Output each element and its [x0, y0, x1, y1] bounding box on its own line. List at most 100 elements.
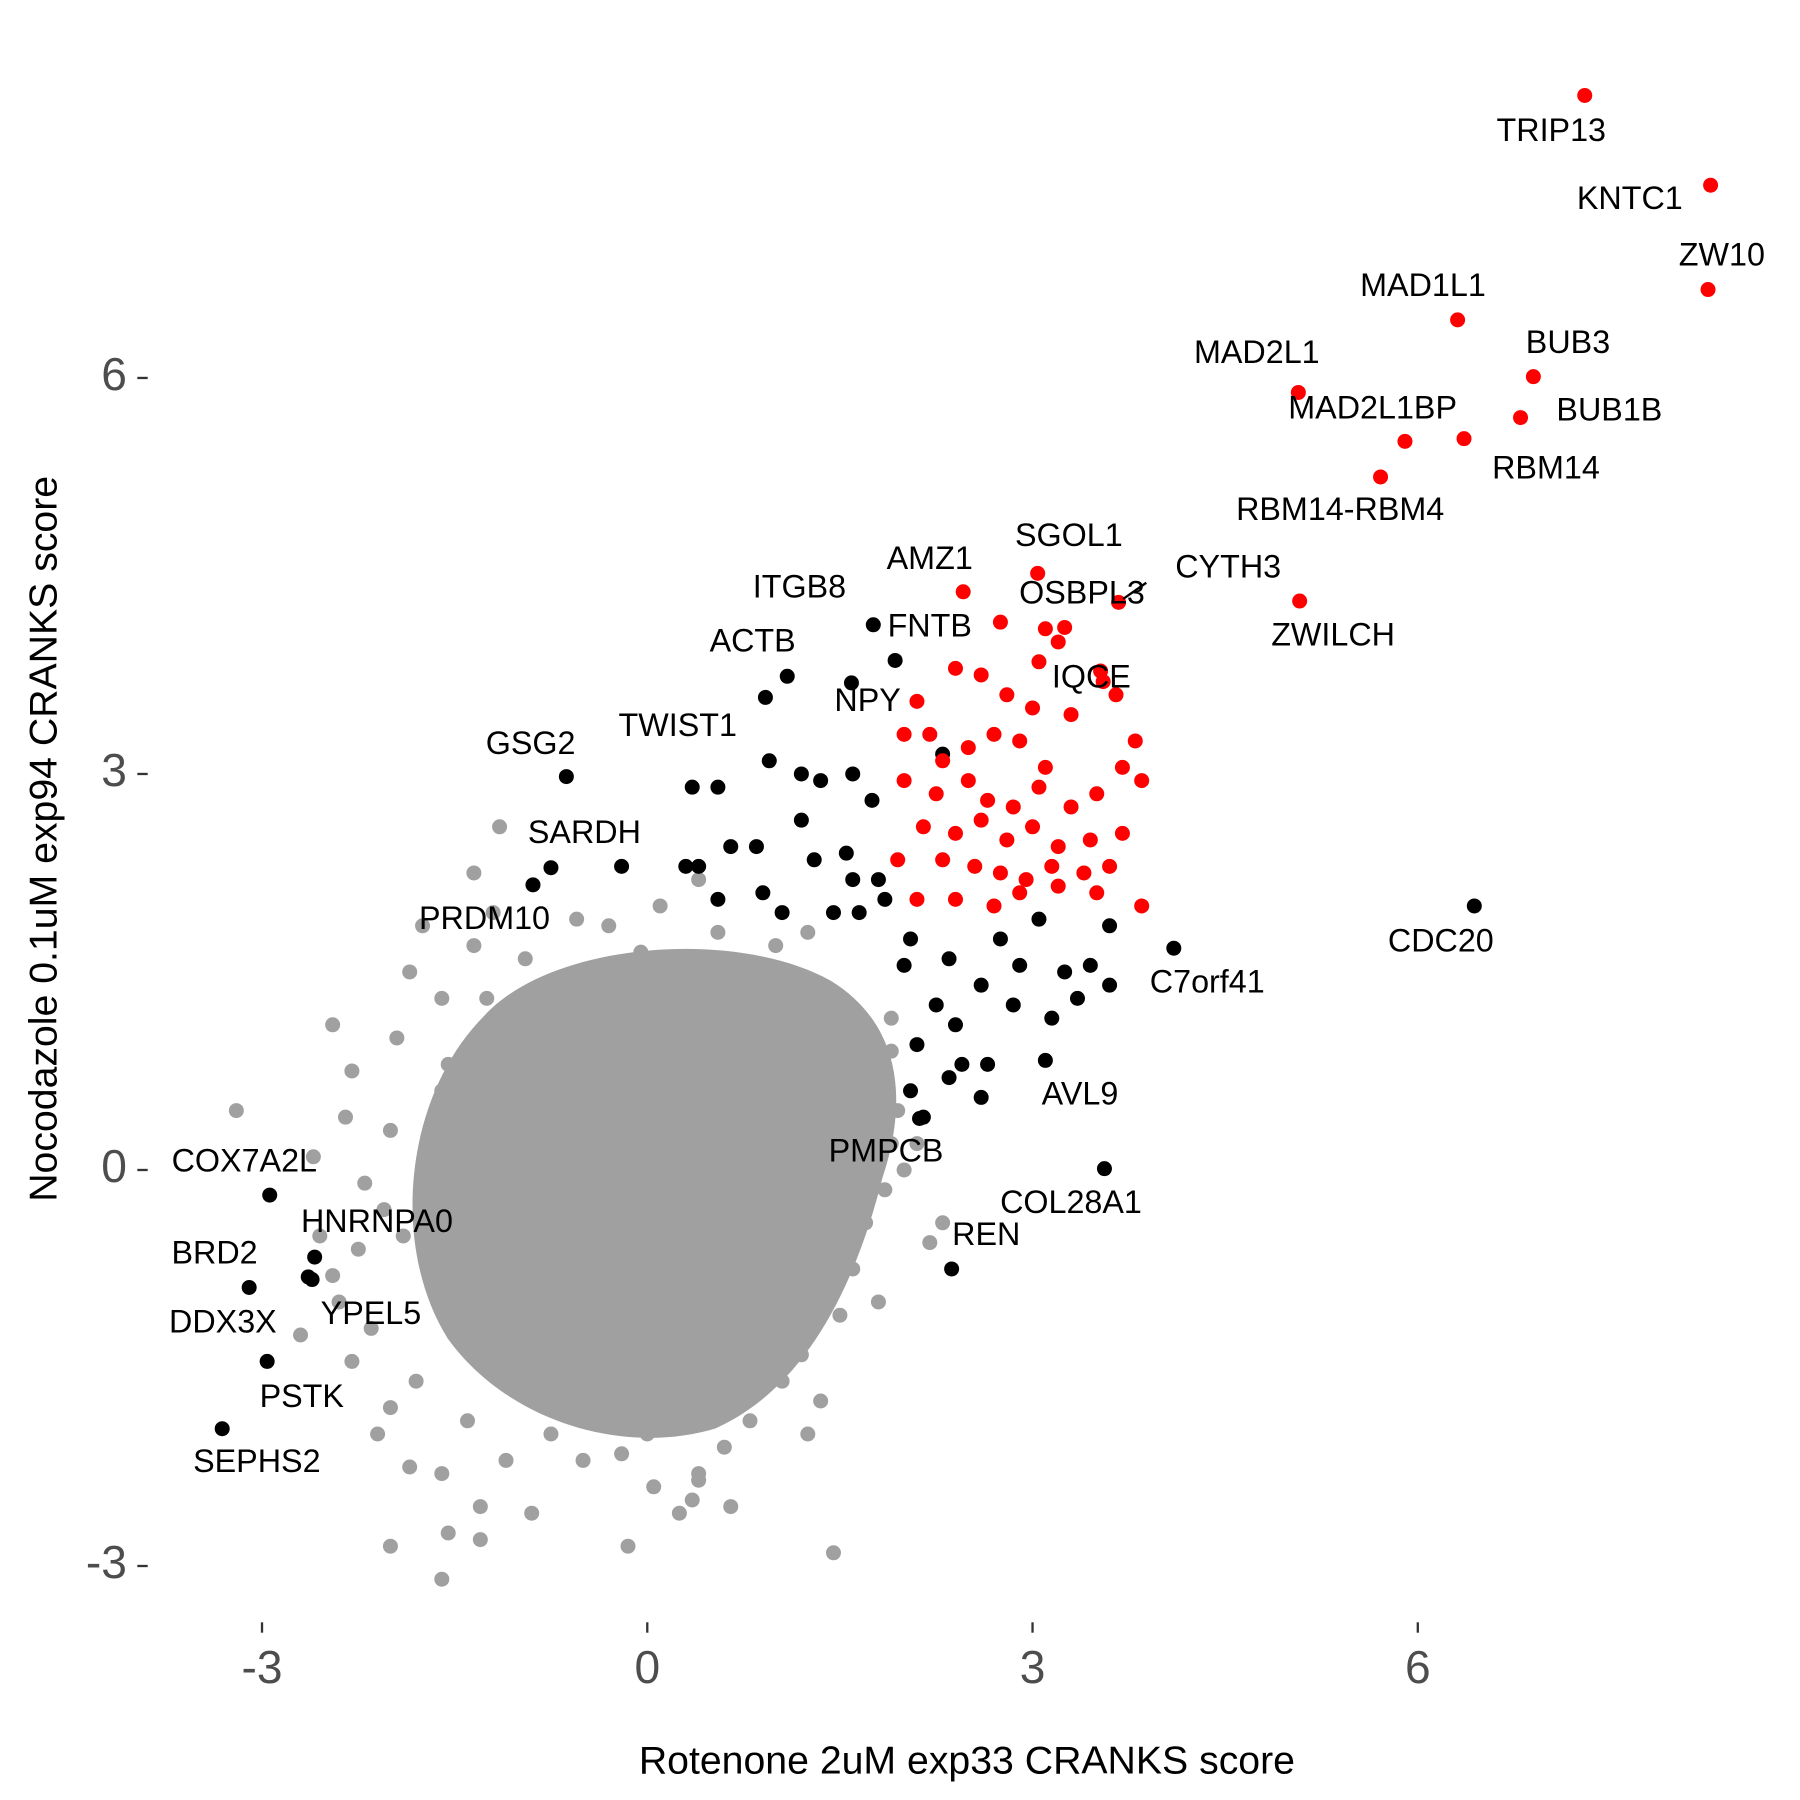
- point: [1111, 594, 1127, 610]
- point: [935, 753, 951, 769]
- point: [1044, 1010, 1060, 1026]
- point: [562, 971, 578, 987]
- point: [440, 1525, 456, 1541]
- point: [1018, 872, 1034, 888]
- point: [1089, 885, 1105, 901]
- point: [691, 872, 707, 888]
- point: [915, 819, 931, 835]
- point: [781, 1320, 797, 1336]
- point: [845, 766, 861, 782]
- point: [1373, 469, 1389, 485]
- point: [909, 1037, 925, 1053]
- point: [757, 689, 773, 705]
- point-label: BUB1B: [1556, 391, 1662, 427]
- x-axis-title: Rotenone 2uM exp33 CRANKS score: [639, 1738, 1295, 1782]
- point: [671, 1505, 687, 1521]
- point: [402, 1459, 418, 1475]
- point: [259, 1353, 275, 1369]
- point: [1037, 1052, 1053, 1068]
- point: [382, 1122, 398, 1138]
- point: [1037, 621, 1053, 637]
- point-label: ZW10: [1679, 237, 1765, 273]
- point: [813, 773, 829, 789]
- point-label: SARDH: [528, 814, 641, 850]
- point-label: HNRNPA0: [301, 1203, 453, 1239]
- point: [639, 1426, 655, 1442]
- point: [877, 1182, 893, 1198]
- point: [960, 740, 976, 756]
- point: [1095, 674, 1111, 690]
- point: [973, 812, 989, 828]
- point: [1050, 634, 1066, 650]
- point: [1290, 384, 1306, 400]
- point: [992, 614, 1008, 630]
- point: [524, 1505, 540, 1521]
- point: [1102, 918, 1118, 934]
- point: [1292, 593, 1308, 609]
- point: [569, 911, 585, 927]
- x-tick-label: 3: [1020, 1641, 1046, 1693]
- point: [915, 1109, 931, 1125]
- point: [1031, 654, 1047, 670]
- point: [1096, 1161, 1112, 1177]
- point: [543, 1426, 559, 1442]
- point: [1525, 369, 1541, 385]
- point-label: IQCE: [1052, 659, 1131, 695]
- point: [883, 1010, 899, 1026]
- point-label: MAD2L1: [1194, 334, 1320, 370]
- point: [558, 769, 574, 785]
- point: [646, 1479, 662, 1495]
- point-label: SEPHS2: [193, 1443, 320, 1479]
- point: [967, 858, 983, 874]
- point: [1069, 990, 1085, 1006]
- point: [1012, 957, 1028, 973]
- y-tick-label: 0: [101, 1140, 127, 1192]
- point: [228, 1103, 244, 1119]
- point: [960, 773, 976, 789]
- point: [832, 1307, 848, 1323]
- point: [1025, 700, 1041, 716]
- point: [440, 1056, 456, 1072]
- point: [922, 726, 938, 742]
- point: [325, 1268, 341, 1284]
- point-label: RBM14-RBM4: [1236, 491, 1444, 527]
- point: [684, 779, 700, 795]
- point-label: TRIP13: [1497, 112, 1607, 148]
- point: [768, 938, 784, 954]
- point: [620, 1538, 636, 1554]
- point: [890, 852, 906, 868]
- point: [870, 1294, 886, 1310]
- point: [305, 1149, 321, 1165]
- point-label: CYTH3: [1175, 548, 1281, 584]
- point: [723, 1499, 739, 1515]
- point: [517, 951, 533, 967]
- point: [1456, 431, 1472, 447]
- point: [742, 1413, 758, 1429]
- point: [1012, 733, 1028, 749]
- point: [843, 675, 859, 691]
- point-label: COL28A1: [1000, 1184, 1142, 1220]
- point: [986, 898, 1002, 914]
- point: [947, 825, 963, 841]
- point: [691, 858, 707, 874]
- point: [1037, 759, 1053, 775]
- point: [434, 1466, 450, 1482]
- point: [408, 1373, 424, 1389]
- point: [980, 792, 996, 808]
- point: [716, 1439, 732, 1455]
- point-label: GSG2: [486, 725, 576, 761]
- point: [774, 1373, 790, 1389]
- point: [838, 845, 854, 861]
- point: [262, 1187, 278, 1203]
- point: [864, 792, 880, 808]
- point-label: AMZ1: [887, 540, 973, 576]
- x-tick-label: 0: [634, 1641, 660, 1693]
- point: [883, 1136, 899, 1152]
- point: [909, 1136, 925, 1152]
- point-label: AVL9: [1042, 1076, 1119, 1112]
- point: [903, 1083, 919, 1099]
- point: [793, 766, 809, 782]
- point: [575, 1452, 591, 1468]
- point: [525, 877, 541, 893]
- point: [1030, 565, 1046, 581]
